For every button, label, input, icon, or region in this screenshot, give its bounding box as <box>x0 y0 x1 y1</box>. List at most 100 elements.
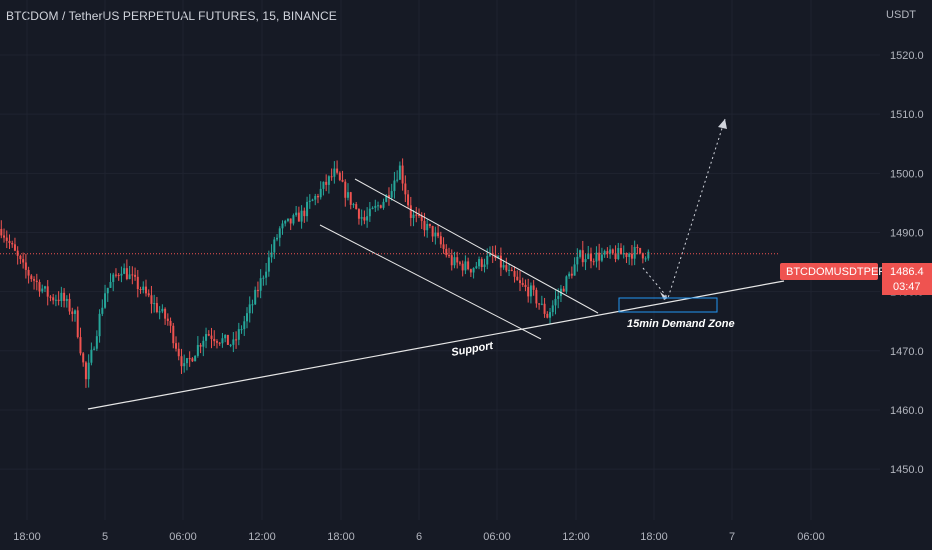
candle-body <box>633 246 636 259</box>
candle-body <box>508 269 511 271</box>
x-tick-label: 18:00 <box>327 531 355 543</box>
y-tick-label: 1450.0 <box>890 464 924 476</box>
candle-body <box>71 311 74 314</box>
y-tick-label: 1490.0 <box>890 227 924 239</box>
candle-body <box>497 255 500 259</box>
candle-body <box>46 286 49 297</box>
candle-body <box>68 298 71 312</box>
projection-path <box>642 118 726 300</box>
candle-body <box>625 253 628 258</box>
candle-body <box>488 252 491 256</box>
candles <box>0 158 650 388</box>
y-tick-label: 1500.0 <box>890 168 924 180</box>
candle-body <box>136 276 139 290</box>
candle-body <box>109 281 112 288</box>
candle-body <box>254 289 257 305</box>
candle-body <box>603 251 606 255</box>
candle-body <box>609 249 612 254</box>
candle-body <box>584 259 587 263</box>
candle-body <box>409 205 412 218</box>
candle-body <box>128 274 131 279</box>
candle-body <box>551 305 554 313</box>
x-tick-label: 18:00 <box>640 531 668 543</box>
candle-body <box>538 303 541 305</box>
candle-body <box>570 273 573 276</box>
candle-body <box>606 251 609 254</box>
candle-body <box>434 232 437 237</box>
candle-body <box>540 303 543 305</box>
candle-body <box>19 255 22 260</box>
symbol-badge-text: BTCDOMUSDTPERP <box>786 266 894 278</box>
candle-body <box>256 289 259 291</box>
candle-body <box>131 274 134 276</box>
countdown-value: 03:47 <box>893 281 921 293</box>
candle-body <box>568 273 571 277</box>
candle-body <box>38 282 41 292</box>
candle-body <box>423 220 426 231</box>
candle-body <box>24 262 27 270</box>
candle-body <box>292 215 295 224</box>
candle-body <box>565 276 568 292</box>
candle-body <box>93 348 96 350</box>
candle-body <box>529 285 532 297</box>
candle-body <box>120 273 123 276</box>
candle-body <box>134 274 137 277</box>
candle-body <box>360 217 363 219</box>
candle-body <box>166 318 169 321</box>
candle-body <box>155 303 158 312</box>
last-price-value: 1486.4 <box>890 266 924 278</box>
candle-body <box>464 261 467 271</box>
x-tick-label: 06:00 <box>797 531 825 543</box>
candle-body <box>628 253 631 258</box>
candle-body <box>158 311 161 313</box>
x-tick-label: 12:00 <box>562 531 590 543</box>
candle-body <box>352 204 355 206</box>
drawings: 15min Demand Zone Support <box>87 118 785 410</box>
candle-body <box>306 201 309 217</box>
candle-body <box>505 265 508 271</box>
candle-body <box>180 356 183 367</box>
channel-lower-line <box>319 224 542 340</box>
candle-body <box>480 259 483 267</box>
candle-body <box>11 243 14 245</box>
candle-body <box>527 286 530 297</box>
candle-body <box>215 341 218 343</box>
candle-body <box>620 248 623 255</box>
candle-body <box>106 287 109 294</box>
candle-body <box>177 348 180 357</box>
candle-body <box>169 320 172 326</box>
candle-body <box>587 253 590 260</box>
candle-body <box>139 289 142 291</box>
candle-body <box>341 179 344 182</box>
candle-body <box>218 342 221 344</box>
candle-body <box>265 271 268 278</box>
candle-body <box>349 192 352 205</box>
candle-body <box>467 261 470 270</box>
candle-body <box>456 257 459 263</box>
candle-body <box>385 195 388 202</box>
candle-body <box>54 299 57 301</box>
candle-body <box>150 295 153 304</box>
candle-body <box>314 196 317 200</box>
candle-body <box>581 250 584 263</box>
candle-body <box>308 200 311 202</box>
y-tick-label: 1510.0 <box>890 109 924 121</box>
candle-body <box>445 248 448 256</box>
candle-body <box>592 261 595 263</box>
candle-body <box>123 268 126 274</box>
grid-lines <box>0 0 880 520</box>
symbol-badge-bg <box>780 263 878 280</box>
candle-body <box>630 253 633 259</box>
candle-body <box>196 345 199 356</box>
candle-body <box>259 278 262 291</box>
candle-body <box>387 195 390 198</box>
last-price-badge-bg <box>882 263 932 295</box>
candle-body <box>428 223 431 226</box>
candle-body <box>325 181 328 185</box>
candle-body <box>205 334 208 341</box>
candle-body <box>235 339 238 341</box>
candle-body <box>183 363 186 367</box>
candle-body <box>382 201 385 208</box>
candle-body <box>357 209 360 219</box>
